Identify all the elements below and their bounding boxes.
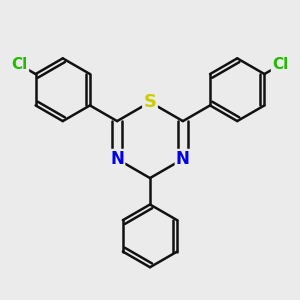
- Text: Cl: Cl: [272, 58, 288, 73]
- Text: N: N: [110, 150, 124, 168]
- Text: N: N: [176, 150, 190, 168]
- Text: Cl: Cl: [12, 58, 28, 73]
- Text: S: S: [143, 93, 157, 111]
